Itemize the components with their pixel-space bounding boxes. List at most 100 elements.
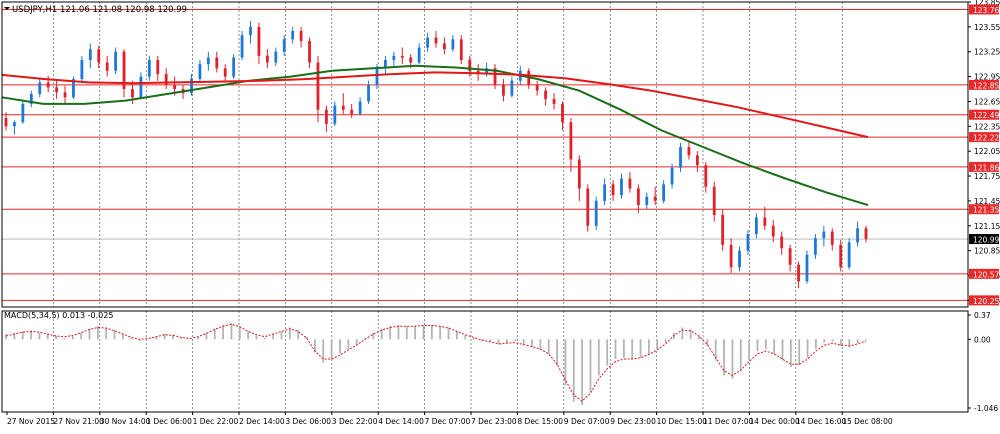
candle bbox=[443, 37, 446, 55]
candle bbox=[417, 43, 421, 65]
candle bbox=[55, 80, 58, 99]
x-tick-label: 4 Dec 14:00 bbox=[378, 417, 424, 426]
candle bbox=[299, 26, 303, 48]
candle bbox=[21, 100, 25, 124]
candle bbox=[814, 234, 817, 259]
candle bbox=[156, 55, 160, 81]
candle bbox=[38, 79, 42, 98]
macd-title: MACD(5,34,5) 0.013 -0.025 bbox=[4, 311, 113, 320]
candle bbox=[746, 229, 750, 255]
moving-average-green bbox=[1, 64, 869, 207]
candle bbox=[257, 22, 261, 65]
y-tick-label: 122.95 bbox=[974, 73, 1000, 82]
candle bbox=[653, 186, 657, 206]
candle bbox=[232, 54, 236, 80]
candle bbox=[839, 239, 843, 272]
price-level-label: 122.49 bbox=[973, 111, 999, 120]
chart-menu-icon[interactable] bbox=[4, 7, 10, 10]
price-level-label: 122.85 bbox=[973, 81, 999, 90]
candle bbox=[384, 55, 387, 75]
candle bbox=[4, 112, 8, 131]
moving-average-red bbox=[1, 71, 869, 139]
candle bbox=[392, 51, 396, 66]
candle bbox=[712, 181, 716, 222]
macd-panel-border bbox=[1, 310, 969, 413]
candle bbox=[611, 180, 615, 201]
candle bbox=[797, 261, 800, 288]
candle bbox=[552, 93, 556, 110]
candle bbox=[822, 225, 826, 247]
price-level-label: 121.35 bbox=[973, 206, 999, 215]
candle bbox=[114, 47, 118, 75]
candle bbox=[324, 105, 328, 133]
candle bbox=[544, 87, 548, 106]
y-tick-label: 121.45 bbox=[974, 197, 1000, 206]
price-level-label: 120.57 bbox=[973, 270, 999, 279]
candle bbox=[308, 37, 311, 69]
candle bbox=[670, 163, 674, 189]
candle bbox=[535, 80, 539, 96]
candle bbox=[139, 72, 143, 99]
candle bbox=[856, 221, 859, 247]
price-level-tag bbox=[969, 4, 999, 15]
candle bbox=[695, 151, 699, 172]
y-tick-label: 123.55 bbox=[974, 23, 1000, 32]
candle bbox=[628, 171, 632, 193]
x-tick-label: 9 Dec 07:00 bbox=[564, 417, 610, 426]
x-tick-label: 11 Dec 07:00 bbox=[703, 417, 754, 426]
x-tick-label: 3 Dec 22:00 bbox=[332, 417, 378, 426]
candle bbox=[687, 140, 691, 160]
candle bbox=[620, 173, 623, 199]
x-tick-label: 14 Dec 16:00 bbox=[796, 417, 847, 426]
price-level-tag bbox=[969, 268, 999, 279]
macd-y-tick-label: -1.046 bbox=[974, 404, 998, 413]
x-tick-label: 7 Dec 07:00 bbox=[425, 417, 471, 426]
candle bbox=[721, 209, 725, 251]
candle bbox=[63, 85, 67, 104]
candle bbox=[847, 238, 851, 270]
x-tick-label: 15 Dec 08:00 bbox=[842, 417, 893, 426]
macd-y-tick-label: 0.37 bbox=[974, 311, 991, 320]
candle bbox=[704, 161, 708, 193]
candle bbox=[788, 244, 792, 272]
candle bbox=[29, 90, 33, 108]
y-tick-label: 123.85 bbox=[974, 0, 1000, 7]
price-level-label: 121.86 bbox=[973, 163, 999, 172]
price-level-tag bbox=[969, 161, 999, 172]
price-panel-border bbox=[1, 1, 969, 308]
candle bbox=[561, 101, 564, 131]
x-tick-label: 7 Dec 23:00 bbox=[471, 417, 517, 426]
candle bbox=[864, 225, 868, 243]
candle bbox=[223, 64, 227, 81]
candle bbox=[190, 74, 193, 96]
x-tick-label: 1 Dec 06:00 bbox=[146, 417, 192, 426]
candle bbox=[426, 32, 429, 52]
price-level-tag bbox=[969, 109, 999, 120]
candle bbox=[97, 45, 101, 69]
x-tick-label: 14 Dec 00:00 bbox=[749, 417, 800, 426]
x-tick-label: 27 Nov 2015 bbox=[7, 417, 55, 426]
candle bbox=[594, 196, 598, 230]
candle bbox=[80, 55, 84, 83]
candle bbox=[88, 43, 92, 69]
x-tick-label: 9 Dec 23:00 bbox=[610, 417, 656, 426]
candle bbox=[830, 228, 834, 251]
candle bbox=[350, 103, 354, 119]
y-tick-label: 122.05 bbox=[974, 147, 1000, 156]
y-tick-label: 120.85 bbox=[974, 247, 1000, 256]
price-level-label: 122.22 bbox=[973, 134, 999, 143]
x-tick-label: 30 Nov 14:00 bbox=[100, 417, 151, 426]
candle bbox=[274, 47, 278, 66]
candle bbox=[240, 31, 244, 61]
candle bbox=[754, 213, 758, 239]
candle bbox=[13, 120, 16, 135]
y-tick-label: 121.75 bbox=[974, 172, 1000, 181]
macd-panel bbox=[5, 322, 867, 405]
candle bbox=[147, 55, 151, 81]
x-tick-label: 27 Nov 21:00 bbox=[53, 417, 104, 426]
grid bbox=[53, 2, 843, 412]
candle bbox=[738, 246, 741, 272]
axes bbox=[1, 1, 971, 415]
